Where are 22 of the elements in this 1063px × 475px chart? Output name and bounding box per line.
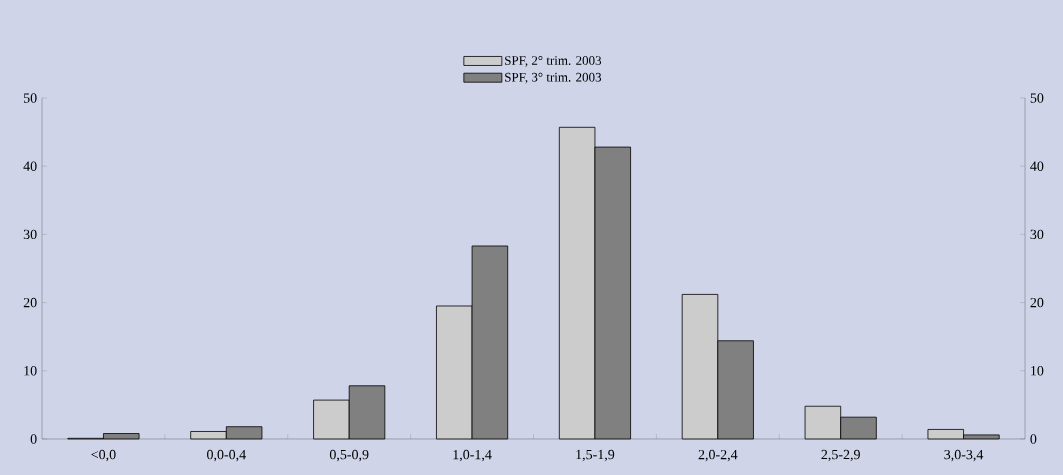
x-tick-label: 3,0-3,4 (944, 449, 984, 462)
y-tick-label: 40 (23, 161, 37, 171)
x-tick-label: 0,0-0,4 (207, 449, 246, 462)
y-tick-label: 50 (23, 93, 37, 103)
legend-label: SPF, 3° trim. 2003 (505, 72, 602, 84)
y2-tick-label: 10 (1031, 366, 1044, 376)
x-tick-label: 1,0-1,4 (453, 449, 492, 462)
x-tick-label: 2,0-2,4 (698, 449, 738, 462)
y-tick-label: 10 (24, 366, 37, 376)
legend-label: SPF, 2° trim. 2003 (505, 56, 602, 67)
x-tick-label: 2,5-2,9 (821, 449, 860, 462)
y2-tick-label: 30 (1030, 229, 1044, 240)
y-tick-label: 0 (30, 434, 37, 444)
x-tick-label: 0,5-0,9 (329, 449, 369, 462)
y-tick-label: 30 (23, 229, 37, 240)
y2-tick-label: 0 (1030, 434, 1037, 444)
y2-tick-label: 20 (1030, 297, 1044, 308)
y2-tick-label: 40 (1030, 161, 1044, 171)
y2-tick-label: 50 (1030, 93, 1044, 103)
x-tick-label: <0,0 (91, 449, 116, 462)
y-tick-label: 20 (23, 297, 37, 308)
x-tick-label: 1,5-1,9 (576, 449, 615, 462)
